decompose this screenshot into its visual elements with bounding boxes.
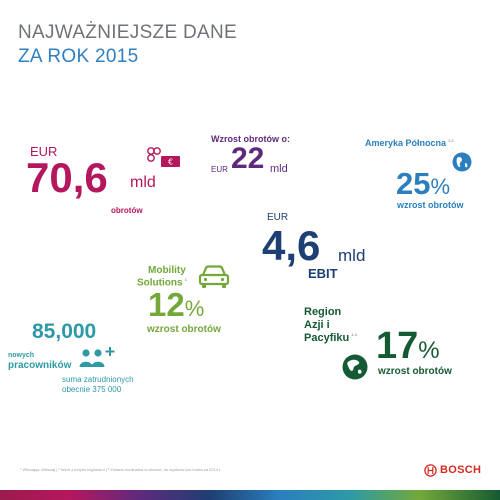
ebit-unit: mld (338, 246, 366, 265)
mobility-footnote-ref: 1 (184, 277, 187, 282)
mobility-percent: % (184, 296, 205, 321)
ebit-label: EBIT (308, 266, 338, 281)
growth-value: 22 (231, 142, 265, 175)
north-america-number: 25 (396, 166, 431, 201)
bosch-logo-icon (424, 464, 437, 477)
people-add-icon (79, 347, 115, 367)
asia-line1: Region (304, 306, 342, 318)
page-title-line2: ZA ROK 2015 (18, 46, 139, 67)
sales-value: 70,6 (26, 154, 108, 201)
asia-value: 17% (376, 325, 440, 368)
north-america-region: Ameryka Północna 1,2 (365, 138, 454, 148)
north-america-label: wzrost obrotów (397, 200, 464, 210)
sales-label: obrotów (111, 206, 143, 215)
mobility-line2: Solutions 1 (137, 277, 187, 288)
sales-currency: EUR (30, 144, 58, 159)
north-america-percent: % (430, 174, 451, 199)
mobility-number: 12 (148, 286, 185, 323)
ebit-value: 4,6 (262, 222, 321, 269)
svg-text:€: € (168, 158, 173, 167)
asia-line3-text: Pacyfiku (304, 332, 350, 344)
page-title-line1: NAJWAŻNIEJSZE DANE (18, 22, 237, 43)
color-bar (0, 490, 500, 500)
asia-footnote-ref: 1,3 (351, 332, 357, 338)
employees-label1: nowych (8, 352, 35, 359)
employees-label2: pracowników (8, 360, 72, 371)
coins-banknote-icon: € (147, 147, 180, 167)
globe-asia-icon (342, 354, 368, 380)
car-icon (198, 265, 230, 288)
footnote-text: ¹ Wliczając: Mieszaj | ² Wzór z innymi r… (20, 467, 222, 472)
asia-label: wzrost obrotów (378, 366, 452, 377)
mobility-line1: Mobility (148, 265, 186, 276)
north-america-region-name: Ameryka Północna (365, 138, 447, 148)
asia-percent: % (418, 337, 440, 364)
asia-line2: Azji i (304, 319, 330, 331)
ebit-currency: EUR (267, 212, 289, 223)
sales-unit: mld (130, 174, 156, 191)
north-america-value: 25% (396, 166, 450, 202)
mobility-value: 12% (148, 286, 204, 324)
north-america-footnote-ref: 1,2 (448, 138, 454, 143)
asia-number: 17 (376, 325, 419, 367)
employees-total1: suma zatrudnionych (62, 375, 134, 384)
asia-line3: Pacyfiku 1,3 (304, 332, 357, 344)
employees-value: 85,000 (32, 320, 97, 343)
globe-americas-icon (452, 152, 472, 172)
growth-unit: mld (270, 163, 288, 175)
mobility-line2-text: Solutions (137, 277, 183, 289)
growth-label: Wzrost obrotów o: (211, 134, 290, 144)
growth-currency: EUR (211, 165, 228, 174)
bosch-brand: BOSCH (440, 464, 482, 476)
employees-total2: obecnie 375 000 (62, 385, 122, 394)
mobility-label: wzrost obrotów (147, 324, 221, 335)
